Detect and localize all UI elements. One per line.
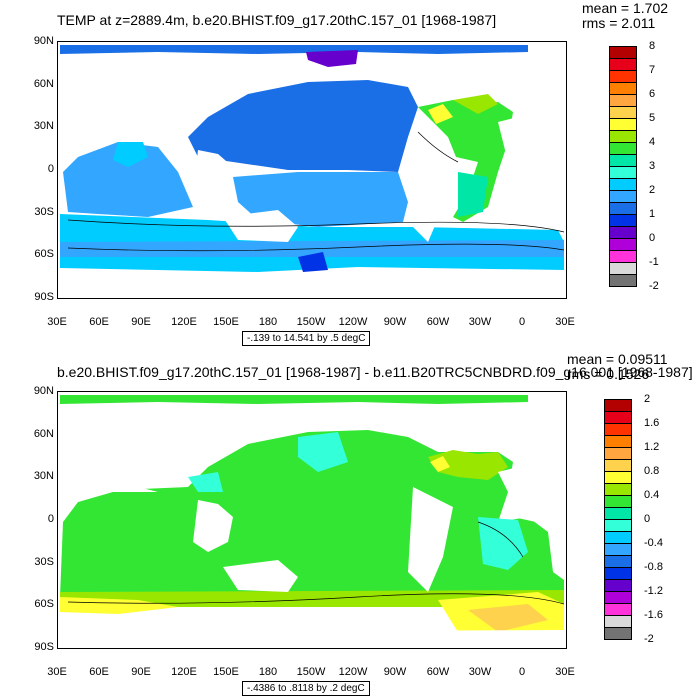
panel2-ytick: 30S <box>34 556 54 568</box>
panel2-xtick: 150E <box>213 666 239 678</box>
colorbar-label: 8 <box>649 40 656 52</box>
colorbar-label: 0.4 <box>644 489 660 501</box>
panel2-rms: rms = 0.1526 <box>567 366 650 382</box>
colorbar-swatch <box>609 274 637 287</box>
panel2-range-note: -.4386 to .8118 by .2 degC <box>242 681 370 696</box>
panel1-rms: rms = 2.011 <box>582 15 656 31</box>
panel2-xtick: 30W <box>468 666 492 678</box>
panel2-xtick: 180 <box>258 666 278 678</box>
panel1-range-note: -.139 to 14.541 by .5 degC <box>242 331 371 346</box>
panel1-ytick: 0 <box>47 163 54 175</box>
panel1-xtick: 60E <box>89 316 109 328</box>
panel2-xtick: 0 <box>518 666 526 678</box>
panel2-title: b.e20.BHIST.f09_g17.20thC.157_01 [1968-1… <box>57 364 693 380</box>
panel1-ytick: 30N <box>33 120 54 132</box>
colorbar-label: 0 <box>649 232 656 244</box>
panel1-xtick: 150E <box>213 316 239 328</box>
panel2-xtick: 90E <box>131 666 151 678</box>
colorbar-label: -1.6 <box>644 609 663 621</box>
panel2-colorbar: 2 1.6 1.2 0.8 0.4 0 -0.4 -0.8 -1.2 -1.6 -2 <box>604 393 674 645</box>
colorbar-swatch <box>604 627 632 640</box>
panel1-map-field <box>60 45 565 298</box>
colorbar-label: 0.8 <box>644 465 660 477</box>
panel2-xtick: 60W <box>426 666 450 678</box>
colorbar-label: 4 <box>649 136 656 148</box>
panel1-xtick: 30E <box>47 316 67 328</box>
panel2-mean: mean = 0.09511 <box>567 351 668 367</box>
panel1-xtick: 0 <box>518 316 526 328</box>
panel2-xtick: 90W <box>383 666 407 678</box>
panel1-xtick: 180 <box>258 316 278 328</box>
panel1-mean: mean = 1.702 <box>582 0 669 16</box>
colorbar-label: 1.6 <box>644 417 660 429</box>
panel1-xtick: 120W <box>338 316 368 328</box>
panel1-title: TEMP at z=2889.4m, b.e20.BHIST.f09_g17.2… <box>57 12 497 28</box>
panel1-ytick: 60N <box>33 78 54 90</box>
panel2-xtick: 30E <box>555 666 575 678</box>
panel1-ytick: 90S <box>34 291 54 303</box>
panel1-colorbar: 8 7 6 5 4 3 2 1 0 -1 -2 <box>609 40 679 292</box>
panel1-xtick: 120E <box>171 316 197 328</box>
colorbar-label: 7 <box>649 64 656 76</box>
colorbar-label: 0 <box>644 513 651 525</box>
colorbar-label: -1 <box>649 256 659 268</box>
colorbar-label: -2 <box>644 633 654 645</box>
panel2-xtick: 120W <box>338 666 368 678</box>
panel1-xtick: 30W <box>468 316 492 328</box>
panel1-xtick: 150W <box>296 316 326 328</box>
panel2-ytick: 60N <box>33 428 54 440</box>
panel1-xtick: 30E <box>555 316 575 328</box>
colorbar-label: 5 <box>649 112 656 124</box>
colorbar-label: -0.4 <box>644 537 663 549</box>
panel1-ytick: 90N <box>33 35 54 47</box>
colorbar-label: 3 <box>649 160 656 172</box>
panel2-xtick: 120E <box>171 666 197 678</box>
panel2-xtick: 60E <box>89 666 109 678</box>
colorbar-label: 1 <box>649 208 656 220</box>
panel2-xtick: 30E <box>47 666 67 678</box>
colorbar-label: 6 <box>649 88 656 100</box>
panel1-map <box>57 41 567 299</box>
panel2-ytick: 30N <box>33 470 54 482</box>
panel2-map <box>57 391 567 649</box>
panel2-ytick: 90N <box>33 385 54 397</box>
panel2-ytick: 60S <box>34 598 54 610</box>
colorbar-label: 2 <box>649 184 656 196</box>
panel1-xtick: 90W <box>383 316 407 328</box>
panel1-ytick: 60S <box>34 248 54 260</box>
panel2-map-field <box>60 395 565 648</box>
panel1-xtick: 60W <box>426 316 450 328</box>
panel2-ytick: 0 <box>47 513 54 525</box>
panel2-xtick: 150W <box>296 666 326 678</box>
colorbar-label: -2 <box>649 280 659 292</box>
colorbar-label: 2 <box>644 393 651 405</box>
panel1-xtick: 90E <box>131 316 151 328</box>
colorbar-label: -1.2 <box>644 585 663 597</box>
panel2-ytick: 90S <box>34 641 54 653</box>
colorbar-label: -0.8 <box>644 561 663 573</box>
colorbar-label: 1.2 <box>644 441 660 453</box>
panel1-ytick: 30S <box>34 206 54 218</box>
